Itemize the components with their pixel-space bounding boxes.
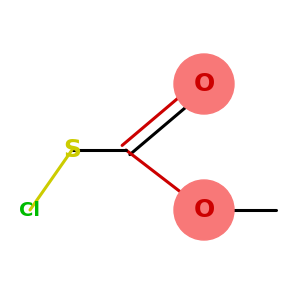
Text: Cl: Cl — [20, 200, 40, 220]
Circle shape — [174, 180, 234, 240]
Text: S: S — [63, 138, 81, 162]
Text: O: O — [194, 198, 214, 222]
Text: O: O — [194, 72, 214, 96]
Circle shape — [174, 54, 234, 114]
